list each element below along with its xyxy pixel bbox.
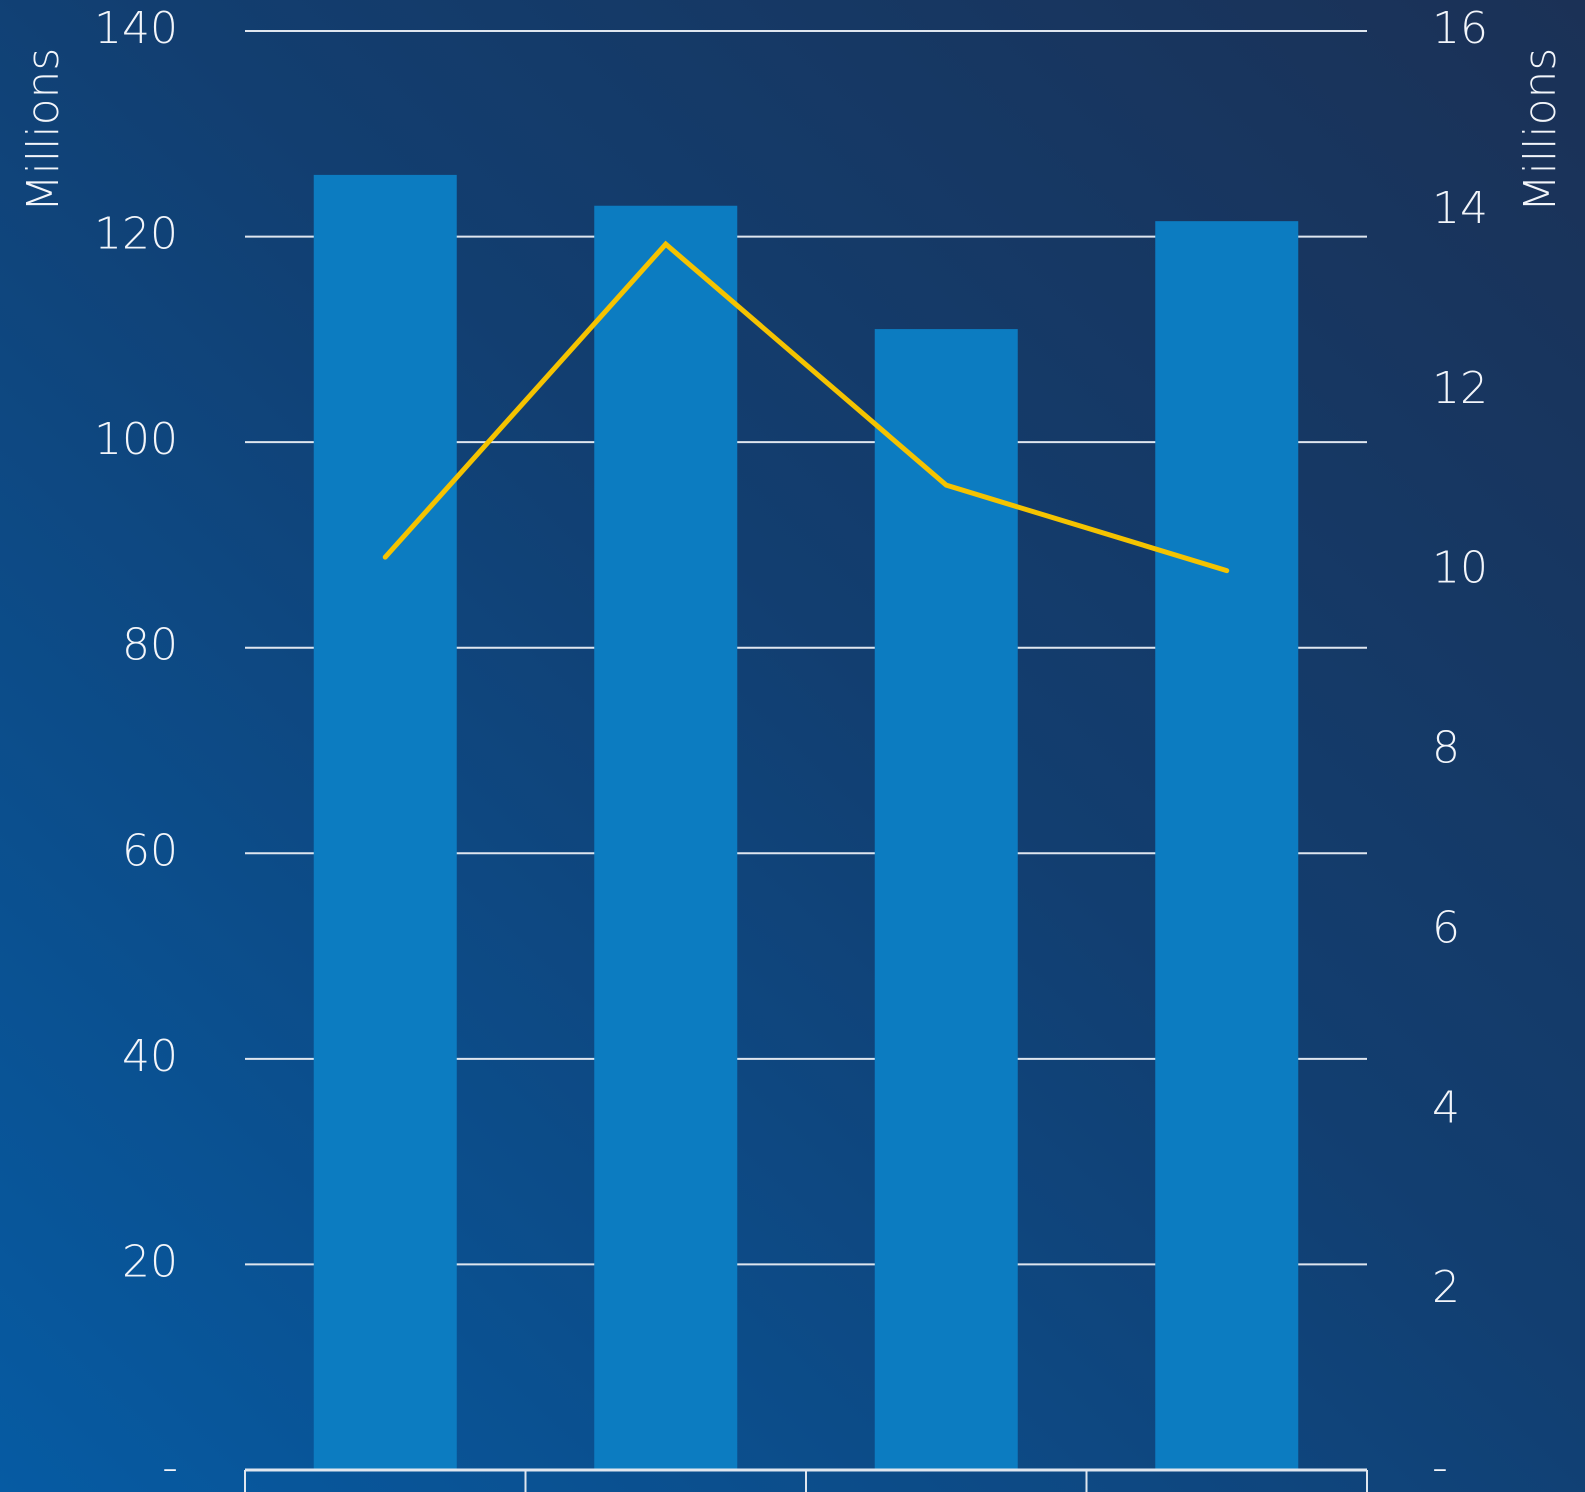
bar — [1155, 221, 1299, 1470]
y2-tick-label: 8 — [1432, 723, 1460, 774]
bar — [313, 174, 457, 1470]
y2-tick-label: 6 — [1432, 902, 1460, 953]
y2-axis-label: Millions — [1515, 48, 1566, 213]
y2-tick-label: 10 — [1432, 543, 1488, 594]
y-tick-label: 80 — [122, 620, 178, 671]
y-tick-label: 20 — [122, 1236, 178, 1287]
y-tick-label: 40 — [122, 1031, 178, 1082]
y2-tick-label: 4 — [1432, 1082, 1460, 1133]
line — [382, 240, 1230, 574]
y-axis-label: Millions — [18, 48, 69, 213]
y-tick-label: 60 — [122, 825, 178, 876]
y-tick-label: 140 — [94, 3, 178, 54]
bar — [874, 329, 1018, 1470]
y2-tick-label: 14 — [1432, 183, 1488, 234]
y2-tick-label: - — [1432, 1442, 1448, 1492]
y-tick-label: 120 — [94, 209, 178, 260]
y2-tick-label: 2 — [1432, 1262, 1460, 1313]
y2-tick-label: 12 — [1432, 363, 1488, 414]
bar — [594, 205, 738, 1470]
y-tick-label: 100 — [94, 414, 178, 465]
y2-tick-label: 16 — [1432, 3, 1488, 54]
y-tick-label: - — [162, 1442, 178, 1492]
